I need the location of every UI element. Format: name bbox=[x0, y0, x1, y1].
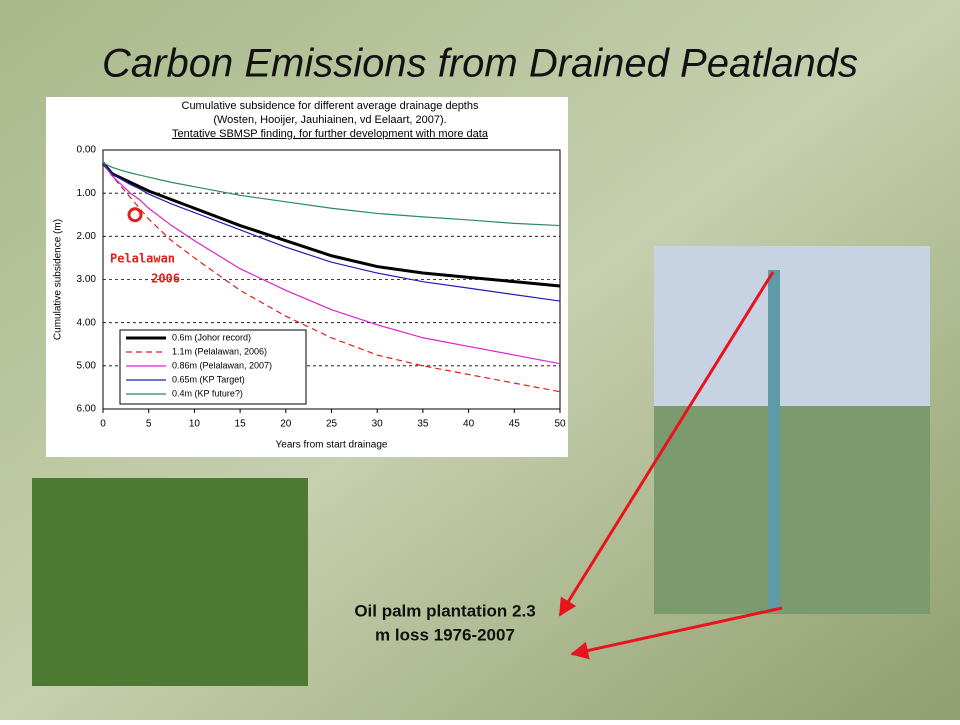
caption: Oil palm plantation 2.3 bbox=[354, 601, 535, 620]
annotation: 2006 bbox=[151, 272, 180, 286]
series-line bbox=[102, 162, 561, 365]
legend-label: 0.86m (Pelalawan, 2007) bbox=[172, 360, 272, 370]
legend-label: 0.6m (Johor record) bbox=[172, 332, 251, 342]
slide-title: Carbon Emissions from Drained Peatlands bbox=[102, 42, 858, 86]
y-tick-label: 0.00 bbox=[77, 145, 97, 156]
chart-title: Tentative SBMSP finding, for further dev… bbox=[172, 128, 489, 140]
x-tick-label: 25 bbox=[326, 419, 338, 430]
x-tick-label: 0 bbox=[100, 419, 106, 430]
caption: m loss 1976-2007 bbox=[375, 625, 515, 644]
legend-label: 0.4m (KP future?) bbox=[172, 388, 243, 398]
series-line bbox=[102, 162, 561, 227]
chart-title: Cumulative subsidence for different aver… bbox=[182, 100, 479, 112]
y-tick-label: 4.00 bbox=[77, 317, 97, 328]
y-tick-label: 3.00 bbox=[77, 274, 97, 285]
x-tick-label: 35 bbox=[417, 419, 429, 430]
legend-label: 1.1m (Pelalawan, 2006) bbox=[172, 346, 267, 356]
x-tick-label: 20 bbox=[280, 419, 292, 430]
annotation: Pelalawan bbox=[110, 252, 175, 266]
chart: Cumulative subsidence for different aver… bbox=[53, 100, 566, 451]
y-axis-label: Cumulative subsidence (m) bbox=[53, 219, 64, 340]
y-tick-label: 1.00 bbox=[77, 188, 97, 199]
x-tick-label: 40 bbox=[463, 419, 475, 430]
pole bbox=[768, 270, 780, 610]
legend-label: 0.65m (KP Target) bbox=[172, 374, 245, 384]
series-line bbox=[102, 162, 561, 302]
arrow bbox=[570, 606, 783, 660]
marker bbox=[127, 207, 143, 223]
photo-sky bbox=[654, 246, 930, 406]
chart-title: (Wosten, Hooijer, Jauhiainen, vd Eelaart… bbox=[213, 114, 446, 126]
y-tick-label: 2.00 bbox=[77, 231, 97, 242]
x-axis-label: Years from start drainage bbox=[276, 440, 388, 451]
legend bbox=[119, 329, 307, 405]
photo-field bbox=[32, 478, 308, 686]
x-tick-label: 15 bbox=[235, 419, 247, 430]
series-line bbox=[102, 162, 561, 393]
x-tick-label: 50 bbox=[554, 419, 566, 430]
x-tick-label: 45 bbox=[509, 419, 521, 430]
x-tick-label: 5 bbox=[146, 419, 152, 430]
y-tick-label: 6.00 bbox=[77, 404, 97, 415]
x-tick-label: 10 bbox=[189, 419, 201, 430]
arrow bbox=[558, 271, 775, 617]
y-tick-label: 5.00 bbox=[77, 360, 97, 371]
plot-frame bbox=[102, 149, 561, 410]
series-line bbox=[101, 161, 561, 288]
x-tick-label: 30 bbox=[372, 419, 384, 430]
